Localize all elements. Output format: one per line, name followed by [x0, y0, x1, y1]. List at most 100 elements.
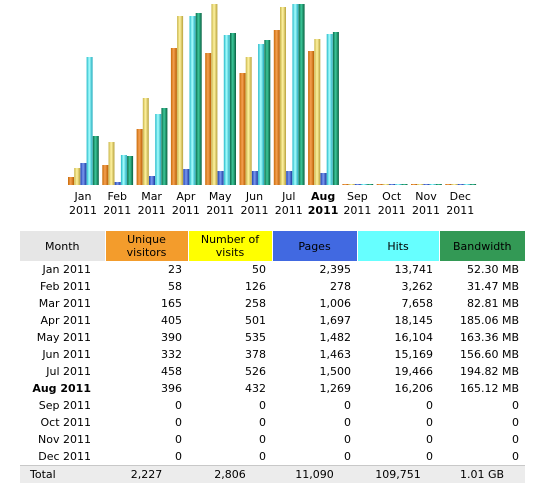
table-header-row: Month Unique visitors Number of visits P…	[20, 231, 525, 261]
cell-hits: 13,741	[394, 263, 434, 276]
cell-month: Jan 2011	[42, 263, 91, 276]
cell-pages: 0	[344, 416, 351, 429]
cell-bandwidth: 0	[512, 433, 519, 446]
cell-unique-visitors: 58	[168, 280, 182, 293]
cell-hits: 18,145	[394, 314, 434, 327]
cell-month: Sep 2011	[38, 399, 91, 412]
cell-number-of-visits: 432	[245, 382, 266, 395]
table-total-row: Total 2,227 2,806 11,090 109,751 1.01 GB	[20, 465, 525, 483]
bar-number-of-visits	[74, 168, 81, 185]
x-axis-year-label: 2011	[308, 204, 339, 217]
bar-bandwidth	[161, 108, 168, 185]
cell-bandwidth: 165.12 MB	[459, 382, 519, 395]
bar-pages	[457, 184, 464, 185]
header-hits: Hits	[357, 231, 440, 261]
cell-bandwidth: 82.81 MB	[466, 297, 519, 310]
cell-unique-visitors: 390	[161, 331, 182, 344]
header-unique-visitors: Unique visitors	[105, 231, 189, 261]
total-cell-number-of-visits: 2,806	[188, 465, 272, 483]
table-row: Oct 2011 0 0 0 0 0	[20, 414, 525, 431]
total-cell-unique-visitors: 2,227	[105, 465, 188, 483]
bar-pages	[389, 184, 396, 185]
cell-unique-visitors: 458	[161, 365, 182, 378]
bar-unique-visitors	[411, 184, 417, 185]
table-row: Aug 2011 396 432 1,269 16,206 165.12 MB	[20, 380, 525, 397]
cell-unique-visitors: 0	[175, 450, 182, 463]
x-axis-month-label: Dec	[450, 190, 471, 203]
bar-number-of-visits	[451, 184, 458, 185]
x-axis-year-label: 2011	[378, 204, 406, 217]
x-axis-month-label: Feb	[108, 190, 127, 203]
total-cell-pages: 11,090	[272, 465, 357, 483]
cell-hits: 0	[426, 416, 433, 429]
table-row: Jun 2011 332 378 1,463 15,169 156.60 MB	[20, 346, 525, 363]
bar-bandwidth	[470, 184, 477, 185]
cell-hits: 16,104	[394, 331, 434, 344]
bar-hits	[395, 184, 402, 185]
x-axis-month-label: Jul	[281, 190, 295, 203]
bar-number-of-visits	[348, 184, 355, 185]
cell-unique-visitors: 165	[161, 297, 182, 310]
table-row: Mar 2011 165 258 1,006 7,658 82.81 MB	[20, 295, 525, 312]
x-axis-month-label: Oct	[382, 190, 402, 203]
cell-month: Jul 2011	[46, 365, 91, 378]
cell-unique-visitors: 23	[168, 263, 182, 276]
total-cell-hits: 109,751	[357, 465, 439, 483]
bar-hits	[463, 184, 470, 185]
x-axis-month-label: Aug	[311, 190, 335, 203]
bar-pages	[286, 171, 293, 185]
cell-month: Apr 2011	[40, 314, 91, 327]
bar-bandwidth	[332, 32, 339, 185]
cell-pages: 1,463	[319, 348, 352, 361]
cell-hits: 19,466	[394, 365, 434, 378]
cell-pages: 1,269	[319, 382, 352, 395]
bar-unique-visitors	[68, 177, 74, 185]
x-axis-month-label: May	[209, 190, 232, 203]
bar-bandwidth	[367, 184, 374, 185]
bar-pages	[114, 182, 121, 185]
x-axis-month-label: Sep	[347, 190, 368, 203]
bar-pages	[149, 176, 155, 185]
bar-unique-visitors	[205, 53, 212, 185]
total-cell-month: Total	[20, 465, 105, 483]
bar-bandwidth	[401, 184, 408, 185]
bar-pages	[354, 184, 361, 185]
cell-month: Oct 2011	[40, 416, 91, 429]
bar-pages	[320, 173, 327, 185]
cell-unique-visitors: 332	[161, 348, 182, 361]
bar-number-of-visits	[245, 57, 252, 185]
cell-month: Jun 2011	[42, 348, 91, 361]
cell-pages: 2,395	[319, 263, 352, 276]
cell-month: Aug 2011	[32, 382, 91, 395]
bar-unique-visitors	[170, 48, 177, 185]
cell-pages: 1,482	[319, 331, 352, 344]
cell-number-of-visits: 126	[245, 280, 266, 293]
bar-unique-visitors	[445, 184, 452, 185]
cell-number-of-visits: 378	[245, 348, 266, 361]
table-row: Sep 2011 0 0 0 0 0	[20, 397, 525, 414]
table-row: Nov 2011 0 0 0 0 0	[20, 431, 525, 448]
x-axis-month-label: Jan	[74, 190, 92, 203]
bar-number-of-visits	[142, 98, 149, 185]
cell-pages: 1,697	[319, 314, 352, 327]
monthly-history-table: Month Unique visitors Number of visits P…	[20, 231, 525, 483]
cell-bandwidth: 163.36 MB	[459, 331, 519, 344]
bar-bandwidth	[92, 136, 99, 185]
cell-unique-visitors: 396	[161, 382, 182, 395]
x-axis-month-label: Jun	[245, 190, 263, 203]
bar-pages	[217, 171, 224, 185]
x-axis-month-label: Apr	[176, 190, 196, 203]
x-axis-month-label: Mar	[141, 190, 162, 203]
total-cell-bandwidth: 1.01 GB	[439, 465, 525, 483]
header-month: Month	[20, 231, 106, 261]
cell-number-of-visits: 0	[259, 416, 266, 429]
cell-number-of-visits: 535	[245, 331, 266, 344]
cell-month: Feb 2011	[40, 280, 91, 293]
cell-bandwidth: 31.47 MB	[466, 280, 519, 293]
table-row: Apr 2011 405 501 1,697 18,145 185.06 MB	[20, 312, 525, 329]
cell-unique-visitors: 405	[161, 314, 182, 327]
cell-month: May 2011	[36, 331, 91, 344]
cell-hits: 0	[426, 399, 433, 412]
bar-hits	[189, 16, 196, 185]
bar-hits	[155, 114, 162, 185]
